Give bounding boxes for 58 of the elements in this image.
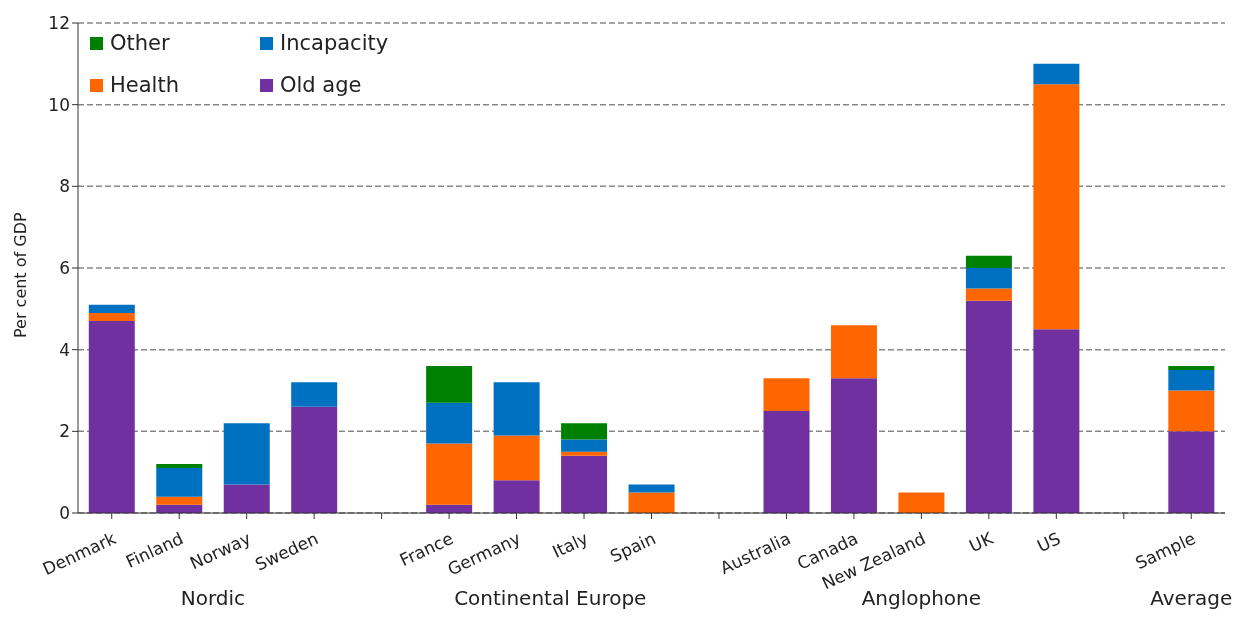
bar — [628, 492, 675, 513]
bar — [628, 484, 675, 493]
bar — [763, 378, 810, 411]
x-tick-label: Italy — [549, 528, 592, 562]
bar — [1168, 431, 1215, 513]
bar — [561, 439, 608, 452]
bar — [88, 312, 135, 322]
y-tick-label: 8 — [59, 176, 70, 197]
bar — [156, 468, 203, 497]
bar — [291, 382, 338, 407]
y-tick-label: 6 — [59, 258, 70, 279]
bar — [156, 496, 203, 505]
bar — [763, 410, 810, 513]
bar — [561, 451, 608, 456]
bar — [1168, 390, 1215, 432]
y-tick-label: 12 — [48, 13, 70, 34]
bar — [1168, 366, 1215, 371]
text: Anglophone — [860, 586, 983, 610]
bar — [291, 406, 338, 513]
legend-label: Old age — [280, 73, 362, 97]
bar — [88, 304, 135, 313]
bar — [830, 378, 877, 513]
y-tick-label: 10 — [48, 94, 70, 115]
bar — [223, 484, 270, 513]
y-axis-title: Per cent of GDP — [10, 212, 30, 338]
bar — [561, 455, 608, 513]
bar — [1033, 84, 1080, 330]
bar — [830, 325, 877, 379]
bar — [493, 382, 540, 436]
x-tick-label: US — [1033, 528, 1064, 557]
bar — [965, 288, 1012, 301]
bar — [426, 443, 473, 505]
bar — [898, 492, 945, 513]
x-tick-label: UK — [966, 527, 997, 557]
y-tick-label: 0 — [59, 503, 70, 524]
legend-label: Incapacity — [280, 31, 389, 55]
y-tick-label: 2 — [59, 421, 70, 442]
legend-label: Other — [110, 31, 170, 55]
bar — [156, 464, 203, 469]
bar — [965, 300, 1012, 513]
bar — [493, 480, 540, 513]
text: Continental Europe — [453, 586, 648, 610]
bar — [88, 321, 135, 513]
bar — [965, 268, 1012, 289]
bar — [426, 402, 473, 444]
bar — [493, 435, 540, 481]
x-tick-label: Spain — [607, 528, 659, 567]
bar — [223, 423, 270, 485]
y-tick-label: 4 — [59, 339, 70, 360]
bar — [1033, 63, 1080, 85]
legend-label: Health — [110, 73, 179, 97]
bar — [1168, 370, 1215, 391]
text: Average — [1149, 586, 1234, 610]
bar — [561, 423, 608, 440]
text: Nordic — [179, 586, 247, 610]
bar — [426, 366, 473, 403]
bar — [965, 255, 1012, 268]
bar — [1033, 329, 1080, 513]
